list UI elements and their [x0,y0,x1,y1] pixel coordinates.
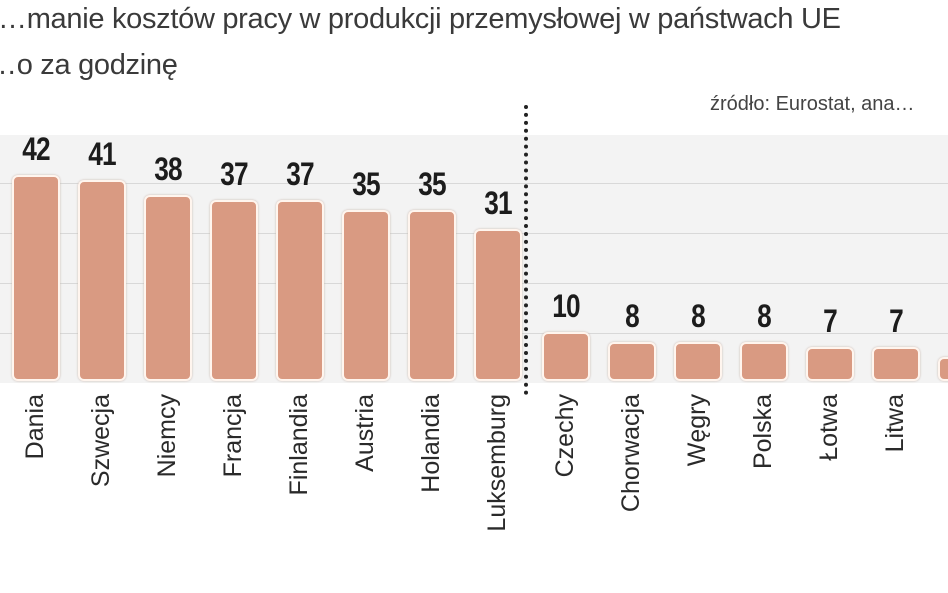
bar [872,346,920,381]
category-label: Czechy [551,394,579,478]
bar-value-label: 37 [286,155,314,192]
bar [78,180,126,381]
bar [408,209,456,381]
chart-subtitle: …o za godzinę [0,49,178,81]
category-label: Luksemburg [483,394,511,532]
category-label: Austria [351,394,379,472]
bar [608,341,656,381]
bar [674,341,722,381]
bar-value-label: 35 [418,165,446,202]
bar [210,199,258,381]
category-label: Węgry [683,394,711,467]
category-label: Francja [219,394,247,478]
bar [806,346,854,381]
bar [12,175,60,381]
category-label: Szwecja [87,394,115,488]
chart-source: źródło: Eurostat, ana… [710,93,915,115]
category-label: Litwa [881,394,909,453]
bar-value-label: 8 [757,297,772,334]
category-label: Dania [21,394,49,460]
gridline [0,183,948,184]
bar-value-label: 8 [625,297,640,334]
category-label: Łotwa [815,394,843,461]
bar-value-label: 5 [933,313,948,350]
bar-value-label: 35 [352,165,380,202]
category-label: Holandia [417,394,445,493]
bar [938,356,948,381]
bar-value-label: 7 [889,302,904,339]
bar [474,229,522,381]
bar [542,332,590,381]
bar [740,341,788,381]
bar-value-label: 38 [154,150,182,187]
chart-title: …manie kosztów pracy w produkcji przemys… [0,3,841,35]
category-label: Finlandia [285,394,313,496]
bar-value-label: 37 [220,155,248,192]
bar [342,209,390,381]
category-label: Chorwacja [617,394,645,513]
bar-value-label: 42 [22,131,50,168]
bar-value-label: 8 [691,297,706,334]
bar-value-label: 41 [88,136,116,173]
bar [144,194,192,381]
bar-value-label: 31 [484,185,512,222]
group-separator [524,105,528,395]
bar-value-label: 7 [823,302,838,339]
category-label: Polska [749,394,777,470]
bar [276,199,324,381]
bar-value-label: 10 [552,288,580,324]
category-label: Niemcy [153,394,181,478]
